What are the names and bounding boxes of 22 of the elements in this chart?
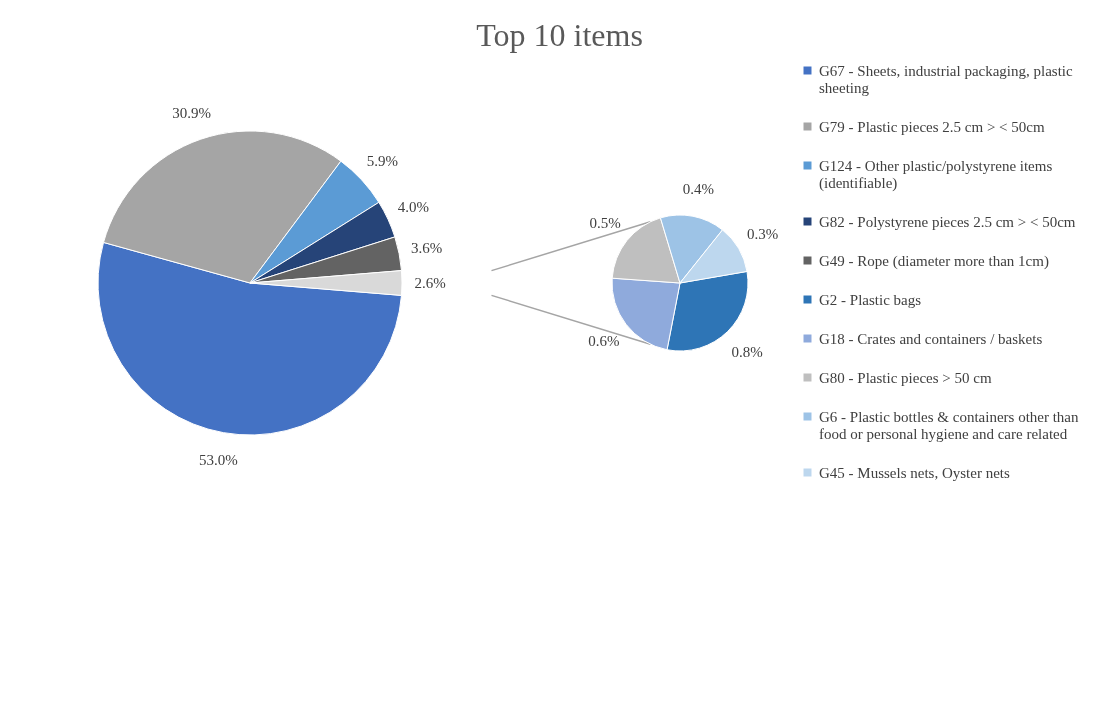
legend-label: G67 - Sheets, industrial packaging, plastic sheeting (819, 62, 1074, 96)
legend-label: G49 - Rope (diameter more than 1cm) (819, 252, 1049, 270)
legend-label: G45 - Mussels nets, Oyster nets (819, 464, 1010, 481)
legend-label: G6 - Plastic bottles & containers other than food or personal hygiene and care related (819, 408, 1080, 442)
data-label: 0.8% (731, 343, 763, 360)
data-label: 0.5% (589, 215, 621, 232)
data-label: 3.6% (410, 240, 443, 257)
data-label: 0.6% (588, 333, 620, 350)
data-label: 53.0% (199, 452, 238, 469)
chart-title: Top 10 items (476, 17, 643, 53)
legend-label: G2 - Plastic bags (819, 291, 922, 308)
data-label: 0.4% (682, 180, 714, 197)
legend-label: G80 - Plastic pieces > 50 cm (819, 369, 992, 386)
data-label: 30.9% (172, 104, 212, 121)
data-label: 4.0% (397, 199, 429, 216)
legend-label: G18 - Crates and containers / baskets (819, 330, 1043, 347)
data-label: 0.3% (747, 226, 779, 243)
data-label: 2.6% (414, 275, 446, 291)
data-label: 5.9% (366, 153, 398, 170)
legend-label: G82 - Polystyrene pieces 2.5 cm > < 50cm (819, 213, 1076, 230)
legend-label: G124 - Other plastic/polystyrene items (identifiable) (819, 157, 1053, 192)
legend-label: G79 - Plastic pieces 2.5 cm > < 50cm (819, 118, 1045, 135)
